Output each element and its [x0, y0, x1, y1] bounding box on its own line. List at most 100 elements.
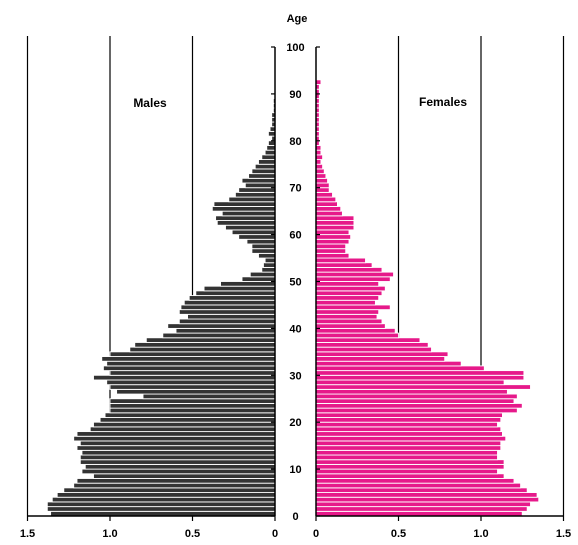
male-bar-age-61: [225, 224, 276, 231]
male-bar-age-13: [81, 449, 276, 456]
female-bar-age-43: [315, 309, 380, 315]
female-bar-age-54: [315, 257, 366, 264]
male-bar-age-79: [267, 140, 276, 146]
female-bar-age-63: [315, 215, 355, 221]
male-bar-age-65: [211, 206, 276, 212]
age-tick-label-60: 60: [289, 230, 301, 242]
female-bar-age-59: [315, 234, 352, 240]
male-bar-age-44: [180, 304, 276, 311]
male-bar-age-40: [167, 323, 276, 329]
axes: [26, 46, 565, 521]
male-bar-age-12: [79, 454, 276, 461]
female-bar-age-39: [315, 327, 396, 334]
male-bar-age-45: [183, 299, 276, 306]
female-bar-age-52: [315, 266, 383, 273]
male-bar-age-18: [89, 426, 276, 433]
male-bar-age-60: [231, 229, 276, 236]
male-bar-age-5: [63, 487, 276, 493]
male-bar-age-49: [220, 281, 276, 287]
male-bar-age-2: [46, 501, 276, 508]
female-bar-age-22: [315, 407, 518, 414]
female-bar-age-26: [315, 388, 508, 395]
female-bar-age-1: [315, 506, 528, 512]
age-tick-label-70: 70: [289, 183, 301, 195]
male-bar-age-57: [251, 243, 276, 250]
male-bar-age-59: [238, 234, 276, 240]
value-tick-label-4: 0: [313, 528, 319, 540]
male-bar-age-33: [101, 356, 276, 362]
female-bar-age-24: [315, 398, 515, 404]
female-bar-age-45: [315, 299, 376, 306]
male-bar-age-76: [261, 154, 276, 161]
female-bar-age-14: [315, 445, 502, 451]
female-bar-age-72: [315, 173, 327, 179]
female-bar-age-28: [315, 379, 505, 386]
male-bar-age-3: [51, 496, 276, 503]
female-bar-age-27: [315, 384, 531, 390]
female-bar-age-66: [315, 201, 338, 207]
male-bar-age-62: [216, 220, 276, 226]
female-bar-age-3: [315, 496, 540, 503]
age-tick-label-100: 100: [286, 42, 304, 54]
female-bar-age-42: [315, 313, 378, 320]
male-bar-age-37: [145, 337, 276, 343]
age-tick-label-0: 0: [292, 511, 298, 523]
female-bar-age-4: [315, 492, 538, 498]
male-bar-age-58: [246, 238, 276, 245]
female-bar-age-34: [315, 351, 449, 357]
value-tick-label-7: 1.5: [556, 528, 571, 540]
male-bar-age-1: [46, 506, 276, 512]
male-bar-age-81: [267, 130, 276, 137]
female-bar-age-68: [315, 191, 333, 198]
age-tick-label-90: 90: [289, 89, 301, 101]
female-bar-age-51: [315, 271, 395, 278]
female-bar-age-57: [315, 243, 347, 250]
male-bar-age-39: [175, 327, 276, 334]
male-bar-age-48: [203, 285, 276, 292]
male-bar-age-47: [195, 290, 276, 297]
females-label: Females: [419, 95, 467, 109]
male-bar-age-11: [79, 459, 276, 465]
male-bar-age-41: [178, 318, 276, 325]
female-bar-age-2: [315, 501, 531, 508]
female-bar-age-18: [315, 426, 502, 433]
female-bar-age-65: [315, 206, 342, 212]
male-bar-age-15: [79, 440, 276, 447]
male-bar-age-51: [249, 271, 276, 278]
male-bar-age-52: [261, 266, 276, 273]
male-bar-age-35: [129, 346, 276, 353]
male-bar-age-74: [254, 163, 276, 170]
age-tick-label-10: 10: [289, 464, 301, 476]
female-bar-age-13: [315, 449, 498, 456]
age-tick-label-20: 20: [289, 417, 301, 429]
age-axis-label: Age: [287, 13, 308, 25]
value-tick-label-5: 0.5: [391, 528, 406, 540]
male-bar-age-23: [109, 402, 276, 409]
age-tick-labels: 0 10 20 30 40 50 60 70 80 90 100: [286, 42, 304, 523]
female-bar-age-55: [315, 252, 350, 259]
male-bar-age-42: [187, 313, 276, 320]
male-bar-age-19: [93, 421, 276, 428]
male-bar-age-78: [266, 145, 276, 151]
female-bar-age-12: [315, 454, 498, 461]
male-bar-age-28: [106, 379, 276, 386]
female-bar-age-35: [315, 346, 432, 353]
female-bar-age-16: [315, 435, 507, 442]
male-bar-age-6: [73, 482, 276, 489]
female-bar-age-6: [315, 482, 522, 489]
male-bar-age-77: [264, 149, 276, 156]
female-bar-age-23: [315, 402, 523, 409]
male-bar-age-9: [81, 468, 276, 475]
female-bar-age-76: [315, 154, 324, 161]
male-bar-age-26: [116, 388, 276, 395]
male-bar-age-22: [109, 407, 276, 414]
female-bar-age-36: [315, 342, 429, 348]
male-bar-age-25: [142, 393, 276, 400]
female-bar-age-67: [315, 196, 337, 203]
male-bar-age-20: [99, 417, 276, 423]
male-bar-age-46: [188, 295, 276, 301]
male-bar-age-64: [221, 210, 276, 217]
male-bar-age-68: [234, 191, 276, 198]
female-bar-age-38: [315, 332, 399, 339]
value-tick-label-6: 1.0: [473, 528, 488, 540]
